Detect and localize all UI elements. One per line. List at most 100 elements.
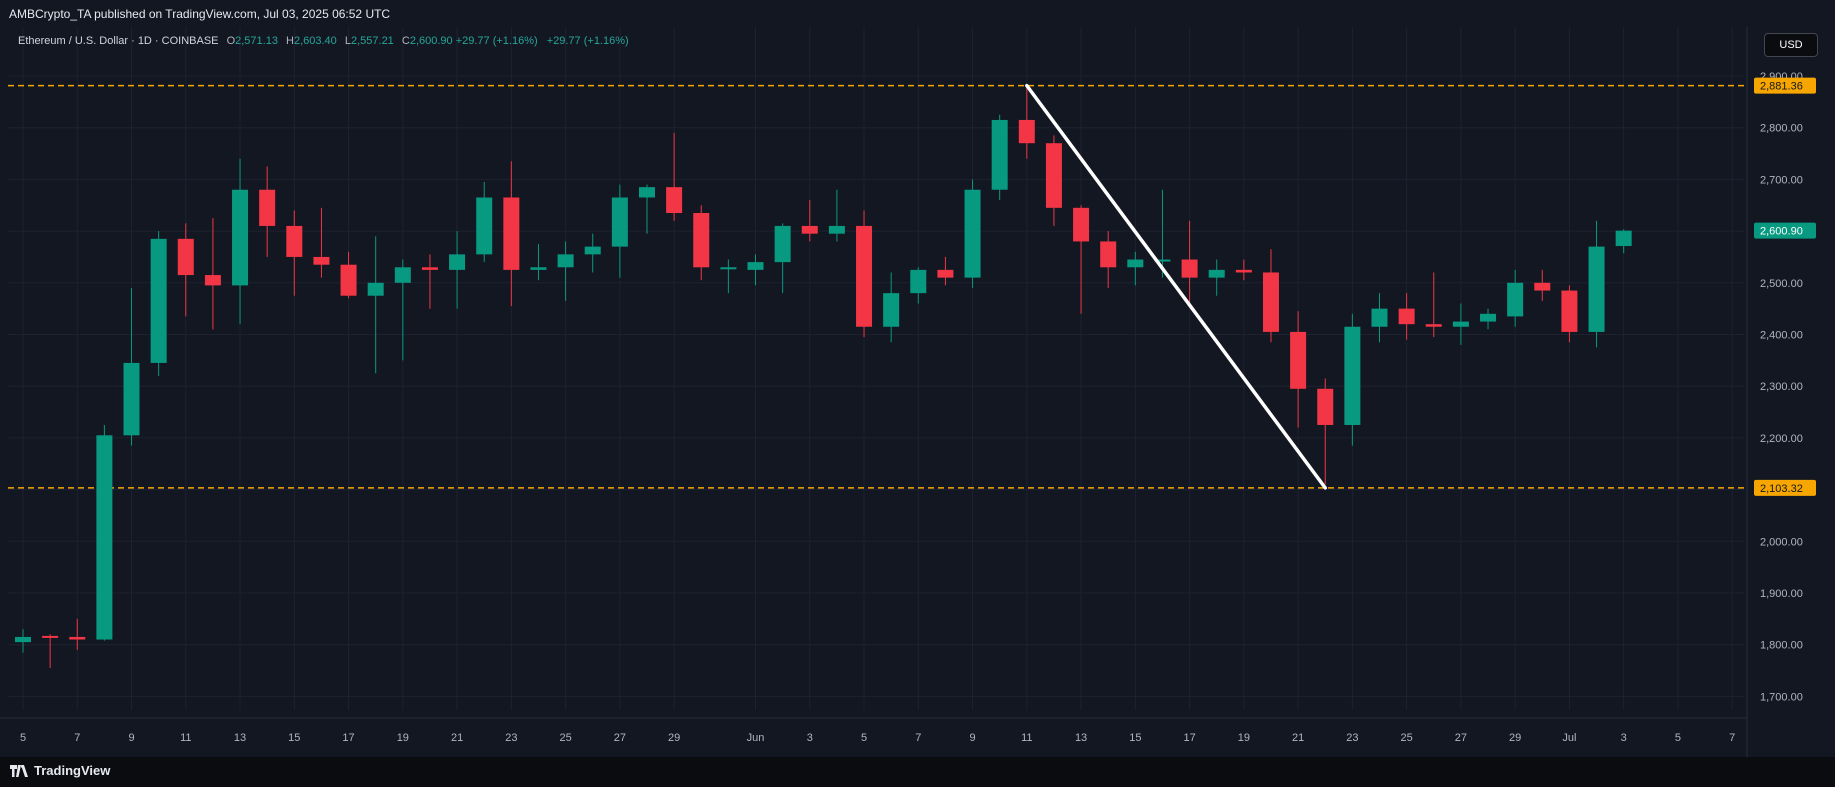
- candle-body: [1181, 259, 1198, 278]
- price-axis-label: 2,000.00: [1760, 536, 1803, 548]
- candle-body: [449, 254, 466, 270]
- time-axis-label: Jun: [747, 732, 765, 744]
- candle-body: [1507, 282, 1524, 317]
- price-axis-label: 2,500.00: [1760, 278, 1803, 290]
- time-axis-label: 9: [128, 732, 134, 744]
- time-axis-label: 5: [1675, 732, 1681, 744]
- candle-body: [1615, 230, 1632, 247]
- price-axis-label: 2,200.00: [1760, 433, 1803, 445]
- time-axis-label: 3: [1621, 732, 1627, 744]
- time-axis-label: 17: [342, 732, 354, 744]
- candle-body: [476, 197, 493, 255]
- candle-body: [611, 197, 628, 247]
- time-axis-label: 17: [1183, 732, 1195, 744]
- time-axis[interactable]: 5 7 9 11 13 15 17 19 21 23 25 27 29 Jun 3 5 7 9 11 13 15 17 19…: [20, 732, 1735, 744]
- footer-brand: TradingView: [34, 763, 111, 778]
- candle-body: [693, 213, 710, 268]
- level-price-label: 2,881.36: [1760, 81, 1803, 93]
- time-axis-label: 27: [1455, 732, 1467, 744]
- price-axis-label: 1,800.00: [1760, 640, 1803, 652]
- time-axis-label: 7: [74, 732, 80, 744]
- candle-body: [1480, 313, 1497, 322]
- time-axis-label: 13: [234, 732, 246, 744]
- chart-background: [0, 27, 1835, 757]
- price-axis-label: 2,400.00: [1760, 330, 1803, 342]
- candle-body: [232, 189, 249, 286]
- tradingview-logo[interactable]: TradingView: [10, 763, 110, 778]
- level-price-badge[interactable]: [1754, 479, 1816, 496]
- candle-body: [557, 254, 574, 268]
- time-axis-label: 13: [1075, 732, 1087, 744]
- candle-body: [394, 267, 411, 283]
- level-price-label: 2,103.32: [1760, 483, 1803, 495]
- candle-body: [828, 225, 845, 234]
- last-price-badge[interactable]: [1754, 222, 1816, 239]
- time-axis-label: 3: [807, 732, 813, 744]
- candle-body: [937, 269, 954, 278]
- candle-body: [910, 269, 927, 294]
- candle-body: [1127, 259, 1144, 268]
- time-axis-label: 11: [180, 732, 191, 744]
- low-value: 2,557.21: [350, 35, 394, 47]
- candle-body: [1018, 119, 1035, 144]
- change-value: +29.77 (+1.16%): [546, 35, 629, 47]
- candle-body: [1588, 246, 1605, 332]
- time-axis-label: 19: [1238, 732, 1250, 744]
- time-axis-label: 21: [1292, 732, 1304, 744]
- candle-body: [1425, 324, 1442, 327]
- candle-body: [1452, 321, 1469, 327]
- candle-body: [15, 636, 31, 643]
- time-axis-label: 19: [397, 732, 409, 744]
- price-axis-label: 2,800.00: [1760, 123, 1803, 135]
- tradingview-logo-icon: [10, 764, 28, 777]
- candle-body: [747, 262, 764, 270]
- time-axis-label: 9: [969, 732, 975, 744]
- candle-body: [503, 197, 520, 270]
- candle-body: [991, 119, 1008, 190]
- candle-body: [774, 225, 791, 263]
- symbol-name[interactable]: Ethereum / U.S. Dollar · 1D · COINBASE: [18, 35, 219, 47]
- candle-body: [1100, 241, 1117, 268]
- low-key: L: [344, 35, 351, 47]
- open-value: 2,571.13: [235, 35, 278, 47]
- candle-body: [123, 362, 140, 436]
- candle-body: [367, 282, 384, 296]
- time-axis-label: 7: [915, 732, 921, 744]
- time-axis-label: 11: [1021, 732, 1032, 744]
- trendline-group[interactable]: [1025, 83, 1327, 490]
- time-axis-label: 7: [1729, 732, 1735, 744]
- last-price-label: 2,600.90: [1760, 226, 1803, 238]
- candle-body: [42, 635, 59, 638]
- candle-body: [1073, 207, 1090, 242]
- currency-button[interactable]: USD: [1764, 33, 1818, 57]
- trendline[interactable]: [1025, 83, 1327, 490]
- time-axis-label: 15: [288, 732, 300, 744]
- candle-body: [259, 189, 276, 226]
- price-axis[interactable]: 2,900.002,800.002,700.002,600.002,500.00…: [1754, 71, 1816, 703]
- candle-body: [421, 267, 438, 270]
- candle-body: [1371, 308, 1388, 327]
- candle-body: [340, 264, 357, 296]
- candle-body: [856, 225, 873, 327]
- level-price-badge[interactable]: [1754, 77, 1816, 94]
- time-axis-label: 5: [861, 732, 867, 744]
- candles: [15, 86, 1632, 668]
- candle-body: [1398, 308, 1415, 325]
- high-key: H: [286, 35, 294, 47]
- time-axis-label: 29: [1509, 732, 1521, 744]
- time-axis-label: 23: [505, 732, 517, 744]
- candle-body: [1154, 259, 1171, 262]
- price-axis-label: 1,700.00: [1760, 691, 1803, 703]
- candle-body: [638, 187, 655, 198]
- high-value: 2,603.40: [293, 35, 337, 47]
- candle-body: [96, 435, 113, 640]
- candle-body: [1344, 326, 1361, 425]
- time-axis-label: 29: [668, 732, 680, 744]
- footer: [0, 757, 1835, 787]
- open-key: O: [226, 35, 236, 47]
- candle-body: [666, 187, 683, 214]
- time-axis-label: 15: [1129, 732, 1141, 744]
- time-axis-label: 27: [614, 732, 626, 744]
- candle-body: [1208, 269, 1225, 278]
